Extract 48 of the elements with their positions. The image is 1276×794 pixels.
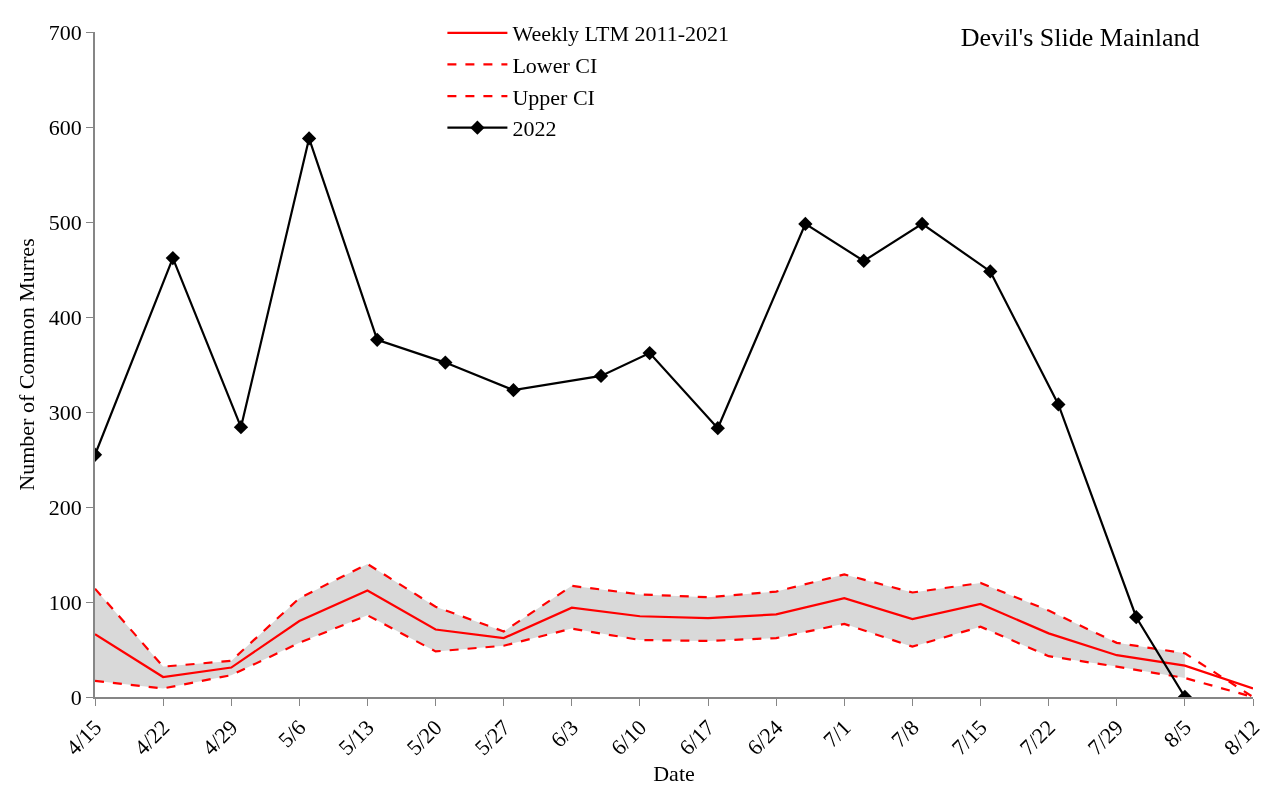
point (593, 368, 609, 384)
x-tick-label: 8/5 (1158, 714, 1197, 753)
y-tick-label: 0 (70, 684, 82, 710)
y-tick-label: 600 (48, 114, 82, 140)
y-tick-label: 500 (48, 209, 82, 235)
legend-label: 2022 (512, 116, 557, 142)
y-tick-label: 700 (48, 19, 82, 45)
point (301, 131, 317, 146)
x-tick-label: 7/29 (1082, 714, 1129, 761)
y-tick-label: 300 (48, 399, 82, 425)
x-tick-label: 4/15 (60, 714, 107, 761)
point (798, 216, 813, 232)
x-tick-label: 8/12 (1218, 714, 1265, 761)
point (1129, 610, 1144, 625)
x-tick-label: 4/29 (197, 714, 243, 761)
legend-label: Weekly LTM 2011-2021 (512, 21, 729, 47)
point (983, 264, 998, 279)
point (914, 216, 930, 232)
legend-label: Lower CI (512, 53, 598, 79)
x-tick-label: 5/20 (401, 714, 447, 761)
x-tick-label: 7/8 (886, 714, 924, 753)
x-tick-label: 7/22 (1014, 714, 1060, 761)
point (856, 253, 871, 269)
legend-label: Upper CI (512, 84, 595, 110)
x-tick-label: 5/27 (469, 714, 516, 761)
x-tick-label: 7/15 (946, 714, 992, 761)
point (506, 383, 521, 398)
x-axis-title: Date (653, 760, 695, 786)
x-tick-label: 5/13 (333, 714, 379, 761)
y-axis-title: Number of Common Murres (14, 238, 40, 491)
y-tick-label: 400 (48, 304, 82, 330)
point (438, 355, 453, 370)
x-tick-label: 6/24 (742, 714, 788, 761)
point (370, 332, 385, 347)
x-tick-label: 4/22 (129, 714, 175, 761)
chart-title: Devil's Slide Mainland (960, 22, 1200, 52)
x-tick-label: 6/3 (545, 714, 584, 753)
x-tick-label: 7/1 (818, 714, 856, 753)
y-tick-label: 100 (48, 589, 82, 615)
x-tick-label: 6/10 (605, 714, 652, 761)
point (233, 420, 249, 435)
point (1051, 397, 1066, 412)
point (165, 250, 180, 266)
y-tick-label: 200 (48, 494, 82, 520)
x-tick-label: 5/6 (273, 714, 311, 753)
point (710, 421, 725, 436)
point (642, 345, 657, 361)
x-tick-label: 6/17 (674, 714, 720, 761)
